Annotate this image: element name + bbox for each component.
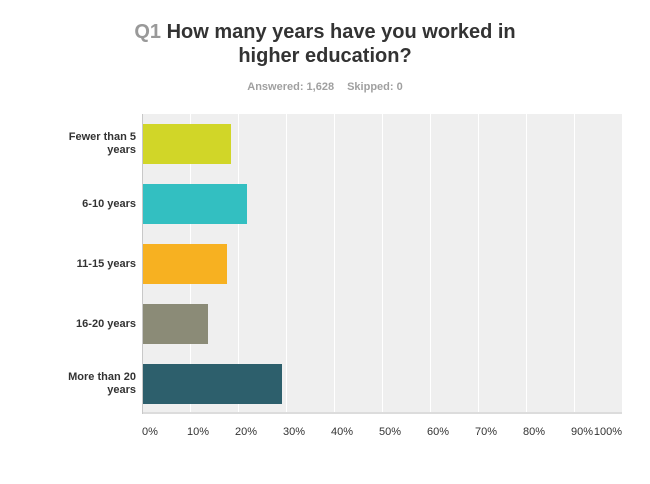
gridline	[238, 114, 239, 412]
x-tick-label: 80%	[522, 426, 546, 438]
bar[interactable]	[143, 244, 227, 284]
gridline	[574, 114, 575, 412]
x-tick-label: 0%	[142, 426, 158, 438]
gridline	[382, 114, 383, 412]
x-tick-label: 60%	[426, 426, 450, 438]
question-number: Q1	[134, 21, 162, 43]
category-label: 16-20 years	[76, 317, 136, 330]
gridline	[478, 114, 479, 412]
bar[interactable]	[143, 124, 232, 164]
x-tick-label: 10%	[186, 426, 210, 438]
response-summary: Answered: 1,628 Skipped: 0	[0, 81, 650, 93]
x-axis-line	[142, 412, 622, 414]
question-title-line1: How many years have you worked in	[166, 21, 516, 43]
category-label: Fewer than 5 years	[68, 131, 136, 156]
y-axis-line	[142, 114, 143, 414]
x-tick-label: 40%	[330, 426, 354, 438]
gridline	[430, 114, 431, 412]
x-tick-label: 30%	[282, 426, 306, 438]
bar[interactable]	[143, 364, 282, 404]
answered-count: Answered: 1,628	[247, 81, 335, 93]
x-tick-label: 100%	[593, 426, 623, 438]
x-tick-label: 70%	[474, 426, 498, 438]
bar[interactable]	[143, 304, 209, 344]
x-tick-label: 50%	[378, 426, 402, 438]
gridline	[286, 114, 287, 412]
bar[interactable]	[143, 184, 247, 224]
question-title: Q1 How many years have you worked in hig…	[0, 20, 650, 68]
category-label: 6-10 years	[82, 197, 136, 210]
category-label: More than 20 years	[68, 371, 136, 396]
skipped-count: Skipped: 0	[347, 81, 403, 93]
gridline	[334, 114, 335, 412]
question-title-line2: higher education?	[238, 45, 412, 67]
x-tick-label: 20%	[234, 426, 258, 438]
gridline	[526, 114, 527, 412]
x-tick-label: 90%	[570, 426, 594, 438]
category-label: 11-15 years	[76, 257, 136, 270]
